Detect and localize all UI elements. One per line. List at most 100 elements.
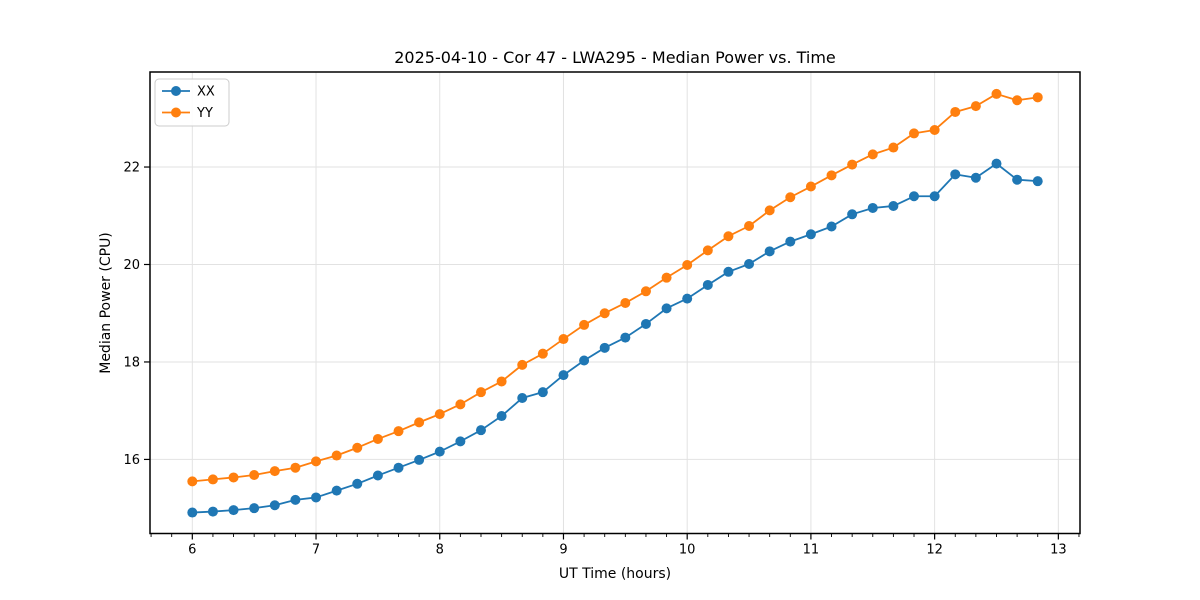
x-tick-label: 9: [559, 543, 567, 558]
series-XX-marker: [723, 266, 734, 277]
series-XX-marker: [269, 500, 280, 511]
series-XX-marker: [372, 470, 383, 481]
series-XX-marker: [455, 436, 466, 447]
series-YY-marker: [661, 272, 672, 283]
series-XX-marker: [909, 191, 920, 202]
x-tick-label: 13: [1050, 543, 1067, 558]
series-YY-marker: [537, 348, 548, 359]
x-tick-label: 12: [926, 543, 943, 558]
series-YY-marker: [1012, 95, 1023, 106]
series-YY-marker: [496, 376, 507, 387]
y-axis-label: Median Power (CPU): [98, 232, 114, 374]
y-tick-label: 22: [123, 161, 140, 176]
x-tick-label: 10: [679, 543, 696, 558]
series-XX-marker: [558, 370, 569, 381]
series-YY-marker: [475, 387, 486, 398]
series-XX-marker: [434, 446, 445, 457]
series-YY-marker: [455, 399, 466, 410]
legend-label-YY: YY: [196, 106, 213, 121]
axes-frame: [149, 71, 1081, 535]
plot-area: 6 7 8 9 10 11 12 13 16 18 20 22: [123, 71, 1081, 558]
series-XX-marker: [970, 172, 981, 183]
series-XX-marker: [331, 485, 342, 496]
legend-marker-sample: [171, 86, 181, 96]
legend-box: [154, 78, 230, 127]
series-YY-marker: [785, 192, 796, 203]
series-XX-marker: [764, 246, 775, 257]
series-XX-marker: [620, 332, 631, 343]
series-XX-marker: [950, 169, 961, 180]
series-YY-marker: [599, 308, 610, 319]
legend: XX YY: [154, 78, 230, 127]
series-XX-marker: [599, 342, 610, 353]
series-XX-marker: [207, 506, 218, 517]
series-YY-marker: [950, 106, 961, 117]
series-YY-marker: [805, 181, 816, 192]
series-YY-marker: [723, 231, 734, 242]
chart-title: 2025-04-10 - Cor 47 - LWA295 - Median Po…: [394, 48, 836, 67]
series-XX-marker: [249, 503, 260, 514]
series-YY-marker: [929, 124, 940, 135]
series-XX-marker: [888, 201, 899, 212]
series-XX-marker: [1012, 174, 1023, 185]
series-YY-marker: [702, 245, 713, 256]
series-YY-marker: [372, 433, 383, 444]
series-XX-marker: [352, 478, 363, 489]
series-YY-marker: [207, 474, 218, 485]
series-YY-marker: [434, 409, 445, 420]
series-XX-marker: [290, 494, 301, 505]
y-tick-label: 20: [123, 258, 140, 273]
series-XX-marker: [393, 462, 404, 473]
legend-label-XX: XX: [197, 85, 215, 100]
series-XX-marker: [1032, 176, 1043, 187]
x-tick-label: 11: [803, 543, 820, 558]
series-XX-marker: [537, 387, 548, 398]
series-YY-marker: [970, 101, 981, 112]
series-YY-marker: [517, 359, 528, 370]
series-YY-marker: [826, 170, 837, 181]
legend-marker-sample: [171, 107, 181, 118]
series-XX-marker: [228, 505, 239, 516]
series-YY-marker: [352, 442, 363, 453]
series-YY-marker: [290, 462, 301, 473]
series-XX-marker: [847, 209, 858, 220]
series-YY-marker: [991, 88, 1002, 99]
series-YY-marker: [187, 476, 198, 487]
series-YY-marker: [1032, 92, 1043, 103]
series-XX-marker: [311, 492, 322, 503]
series-XX-marker: [579, 355, 590, 366]
y-tick-label: 18: [123, 355, 140, 370]
x-tick-label: 6: [188, 543, 196, 558]
series-YY-marker: [249, 470, 260, 481]
series-XX-marker: [187, 507, 198, 518]
series-YY-marker: [558, 334, 569, 345]
series-YY-marker: [744, 220, 755, 231]
y-tick-label: 16: [123, 453, 140, 468]
series-YY-marker: [393, 426, 404, 437]
series-XX-marker: [517, 393, 528, 404]
series-YY-marker: [888, 142, 899, 153]
x-axis-label: UT Time (hours): [559, 566, 671, 582]
series-YY-marker: [764, 205, 775, 216]
series-XX-marker: [805, 229, 816, 240]
series-YY-marker: [909, 128, 920, 139]
series-YY-marker: [620, 297, 631, 308]
series-YY-marker: [228, 472, 239, 483]
series-XX-marker: [414, 454, 425, 465]
series-YY-marker: [269, 466, 280, 477]
series-XX-marker: [496, 411, 507, 422]
series-XX-marker: [991, 158, 1002, 169]
series-XX-marker: [785, 236, 796, 247]
series-XX-marker: [867, 202, 878, 213]
series-XX-marker: [929, 191, 940, 202]
series-XX-marker: [826, 221, 837, 232]
series-XX-marker: [682, 293, 693, 304]
x-tick-label: 8: [436, 543, 444, 558]
series-YY-marker: [847, 159, 858, 170]
series-YY-marker: [311, 456, 322, 467]
series-XX-marker: [744, 259, 755, 270]
series-YY-marker: [682, 259, 693, 270]
series-XX-marker: [661, 303, 672, 314]
series-YY-marker: [640, 286, 651, 297]
